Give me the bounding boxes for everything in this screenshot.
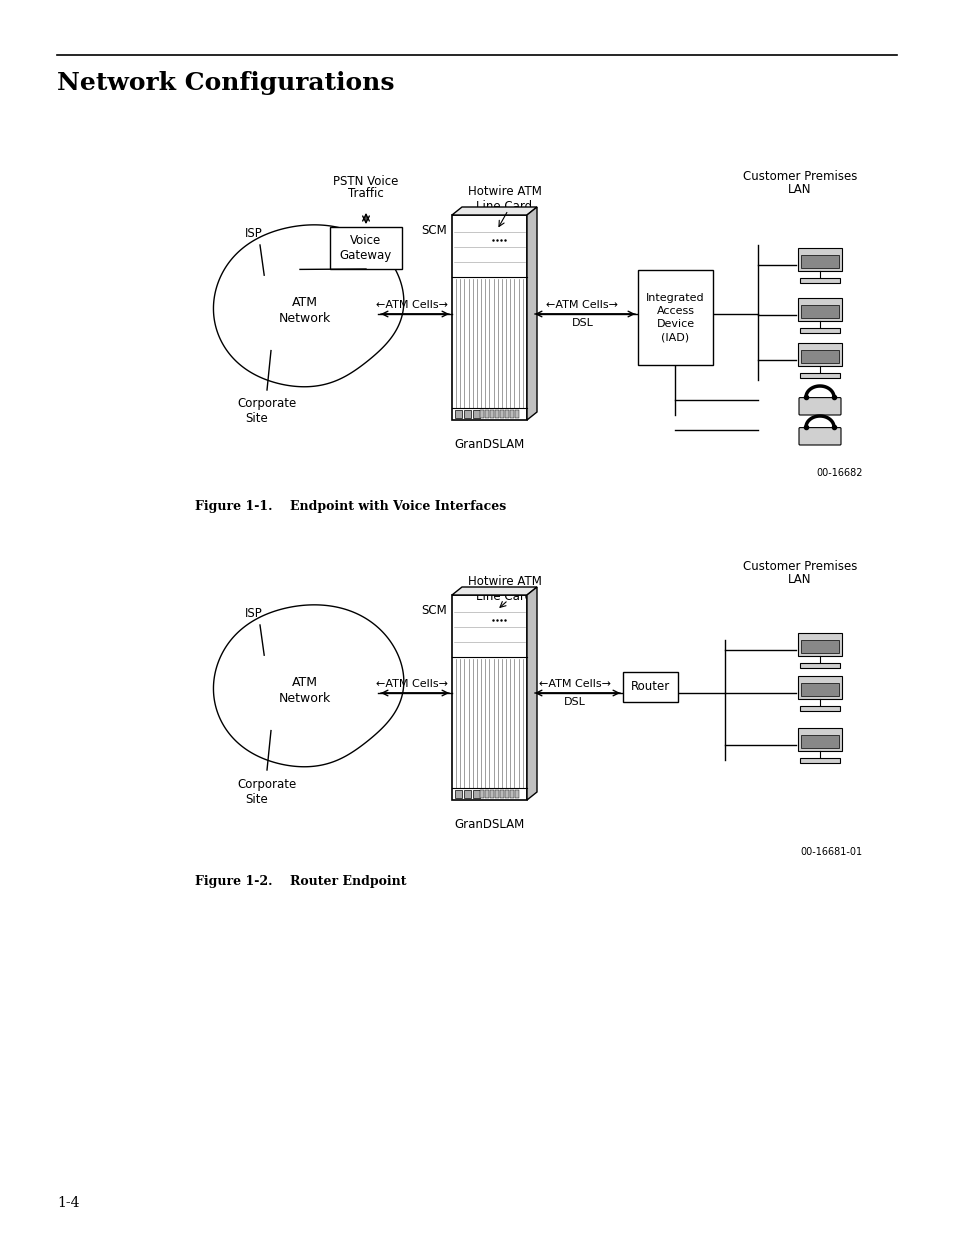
Text: ATM: ATM [292, 676, 317, 688]
FancyBboxPatch shape [495, 790, 498, 798]
Text: 1-4: 1-4 [57, 1195, 79, 1210]
Text: Customer Premises: Customer Premises [742, 559, 857, 573]
Text: ←ATM Cells→: ←ATM Cells→ [376, 300, 448, 310]
FancyBboxPatch shape [499, 410, 503, 417]
Polygon shape [452, 587, 537, 595]
FancyBboxPatch shape [504, 410, 509, 417]
FancyBboxPatch shape [801, 735, 838, 748]
FancyBboxPatch shape [800, 329, 839, 333]
Text: GranDSLAM: GranDSLAM [454, 438, 524, 451]
Text: Site: Site [245, 793, 268, 806]
FancyBboxPatch shape [484, 790, 489, 798]
Polygon shape [526, 207, 537, 420]
FancyBboxPatch shape [499, 790, 503, 798]
Text: Voice
Gateway: Voice Gateway [339, 233, 392, 262]
FancyBboxPatch shape [622, 672, 678, 701]
Text: ←ATM Cells→: ←ATM Cells→ [538, 679, 610, 689]
FancyBboxPatch shape [490, 410, 494, 417]
FancyBboxPatch shape [800, 373, 839, 378]
Text: SCM: SCM [421, 604, 447, 616]
FancyBboxPatch shape [797, 727, 841, 751]
FancyBboxPatch shape [801, 640, 838, 653]
Text: Hotwire ATM
Line Card: Hotwire ATM Line Card [467, 185, 541, 212]
FancyBboxPatch shape [463, 410, 471, 417]
Text: Integrated
Access
Device
(IAD): Integrated Access Device (IAD) [645, 293, 704, 342]
Text: DSL: DSL [563, 697, 585, 706]
FancyBboxPatch shape [515, 790, 518, 798]
FancyBboxPatch shape [515, 410, 518, 417]
FancyBboxPatch shape [801, 305, 838, 319]
Polygon shape [213, 605, 403, 767]
Text: LAN: LAN [787, 573, 811, 585]
FancyBboxPatch shape [799, 427, 841, 445]
Text: LAN: LAN [787, 183, 811, 196]
FancyBboxPatch shape [797, 632, 841, 656]
FancyBboxPatch shape [799, 398, 841, 415]
Text: Corporate: Corporate [236, 396, 296, 410]
Text: ATM: ATM [292, 295, 317, 309]
Text: ISP: ISP [245, 606, 262, 620]
FancyBboxPatch shape [801, 683, 838, 697]
Polygon shape [213, 225, 403, 387]
Text: Corporate: Corporate [236, 778, 296, 790]
FancyBboxPatch shape [452, 215, 526, 420]
FancyBboxPatch shape [800, 758, 839, 763]
FancyBboxPatch shape [797, 343, 841, 367]
FancyBboxPatch shape [510, 790, 514, 798]
FancyBboxPatch shape [452, 595, 526, 800]
Text: Network: Network [278, 693, 331, 705]
FancyBboxPatch shape [495, 410, 498, 417]
Text: Figure 1-2.    Router Endpoint: Figure 1-2. Router Endpoint [194, 876, 406, 888]
Text: SCM: SCM [421, 224, 447, 236]
Text: Site: Site [245, 412, 268, 425]
Text: DSL: DSL [571, 317, 593, 329]
Polygon shape [452, 207, 537, 215]
FancyBboxPatch shape [504, 790, 509, 798]
FancyBboxPatch shape [800, 663, 839, 668]
FancyBboxPatch shape [801, 254, 838, 268]
FancyBboxPatch shape [463, 790, 471, 798]
FancyBboxPatch shape [490, 790, 494, 798]
Text: ←ATM Cells→: ←ATM Cells→ [376, 679, 448, 689]
FancyBboxPatch shape [801, 350, 838, 363]
FancyBboxPatch shape [800, 278, 839, 283]
Text: Figure 1-1.    Endpoint with Voice Interfaces: Figure 1-1. Endpoint with Voice Interfac… [194, 500, 506, 513]
Text: Traffic: Traffic [348, 186, 383, 200]
FancyBboxPatch shape [479, 410, 483, 417]
FancyBboxPatch shape [479, 790, 483, 798]
Text: ISP: ISP [245, 227, 262, 240]
FancyBboxPatch shape [510, 410, 514, 417]
FancyBboxPatch shape [797, 248, 841, 272]
Text: GranDSLAM: GranDSLAM [454, 818, 524, 831]
FancyBboxPatch shape [484, 410, 489, 417]
FancyBboxPatch shape [455, 410, 461, 417]
FancyBboxPatch shape [473, 410, 479, 417]
FancyBboxPatch shape [638, 270, 712, 366]
Polygon shape [526, 587, 537, 800]
FancyBboxPatch shape [797, 676, 841, 699]
Text: PSTN Voice: PSTN Voice [333, 175, 398, 188]
Text: 00-16681-01: 00-16681-01 [800, 847, 862, 857]
Text: Network: Network [278, 312, 331, 326]
FancyBboxPatch shape [473, 790, 479, 798]
Text: Hotwire ATM
Line Card: Hotwire ATM Line Card [467, 576, 541, 603]
Text: Network Configurations: Network Configurations [57, 70, 395, 95]
FancyBboxPatch shape [797, 298, 841, 321]
FancyBboxPatch shape [455, 790, 461, 798]
Text: Customer Premises: Customer Premises [742, 170, 857, 183]
Text: Router: Router [630, 680, 669, 694]
Text: ←ATM Cells→: ←ATM Cells→ [546, 300, 618, 310]
FancyBboxPatch shape [800, 706, 839, 711]
FancyBboxPatch shape [330, 227, 401, 269]
Text: 00-16682: 00-16682 [816, 468, 862, 478]
